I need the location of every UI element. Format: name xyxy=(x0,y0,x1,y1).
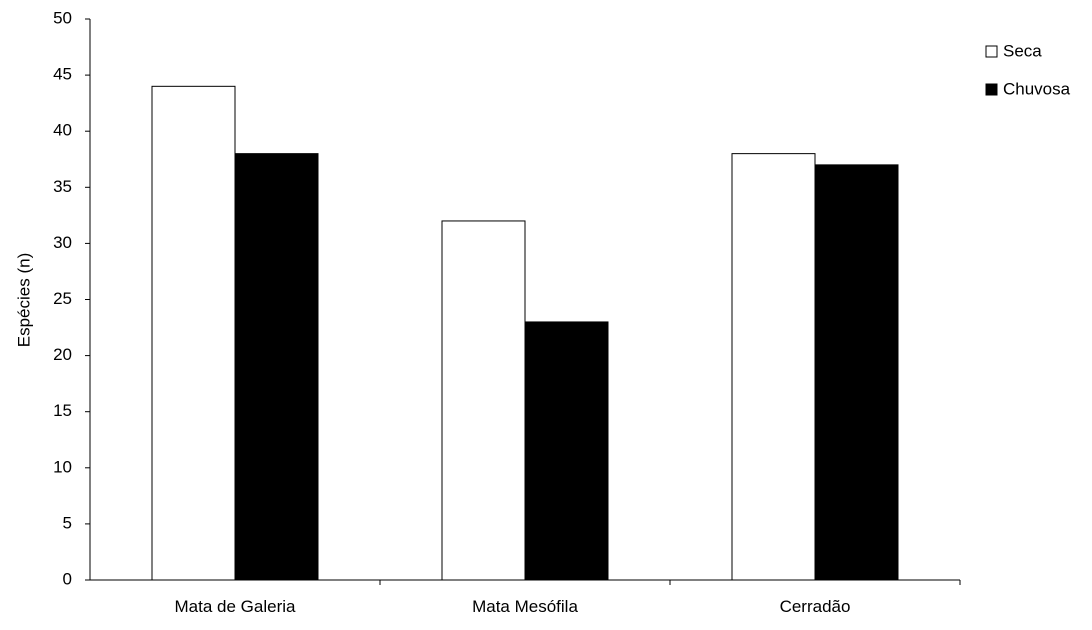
legend-label-chuvosa: Chuvosa xyxy=(1003,79,1071,98)
bar-chuvosa-mata-mesófila xyxy=(524,321,609,581)
y-tick-label: 35 xyxy=(53,177,72,196)
bar-seca-mata-mesófila xyxy=(441,220,526,581)
x-category-label: Mata Mesófila xyxy=(472,597,578,616)
legend-swatch-chuvosa xyxy=(985,83,998,96)
x-axis: Mata de Galeria Mata Mesófila Cerradão xyxy=(90,579,961,616)
y-tick-label: 40 xyxy=(53,121,72,140)
y-tick-label: 15 xyxy=(53,401,72,420)
y-tick-label: 5 xyxy=(63,513,72,532)
legend-swatch-seca xyxy=(985,45,998,58)
bar-chuvosa-cerradão xyxy=(814,164,899,581)
x-category-label: Mata de Galeria xyxy=(175,597,296,616)
bar-seca-mata-de-galeria xyxy=(151,85,236,581)
y-tick-label: 50 xyxy=(53,8,72,27)
legend: Seca Chuvosa xyxy=(985,41,1071,98)
bar-seca-cerradão xyxy=(731,153,816,581)
y-tick-label: 25 xyxy=(53,289,72,308)
x-category-label: Cerradão xyxy=(780,597,851,616)
y-axis: 0 5 10 15 20 25 30 35 40 45 50 Espécies (n) xyxy=(14,8,91,588)
y-axis-title: Espécies (n) xyxy=(14,253,33,347)
y-tick-label: 10 xyxy=(53,457,72,476)
legend-label-seca: Seca xyxy=(1003,41,1042,60)
bar-chuvosa-mata-de-galeria xyxy=(234,153,319,581)
bars xyxy=(151,85,899,581)
y-tick-label: 45 xyxy=(53,65,72,84)
y-tick-label: 0 xyxy=(63,569,72,588)
y-tick-label: 30 xyxy=(53,233,72,252)
y-tick-label: 20 xyxy=(53,345,72,364)
